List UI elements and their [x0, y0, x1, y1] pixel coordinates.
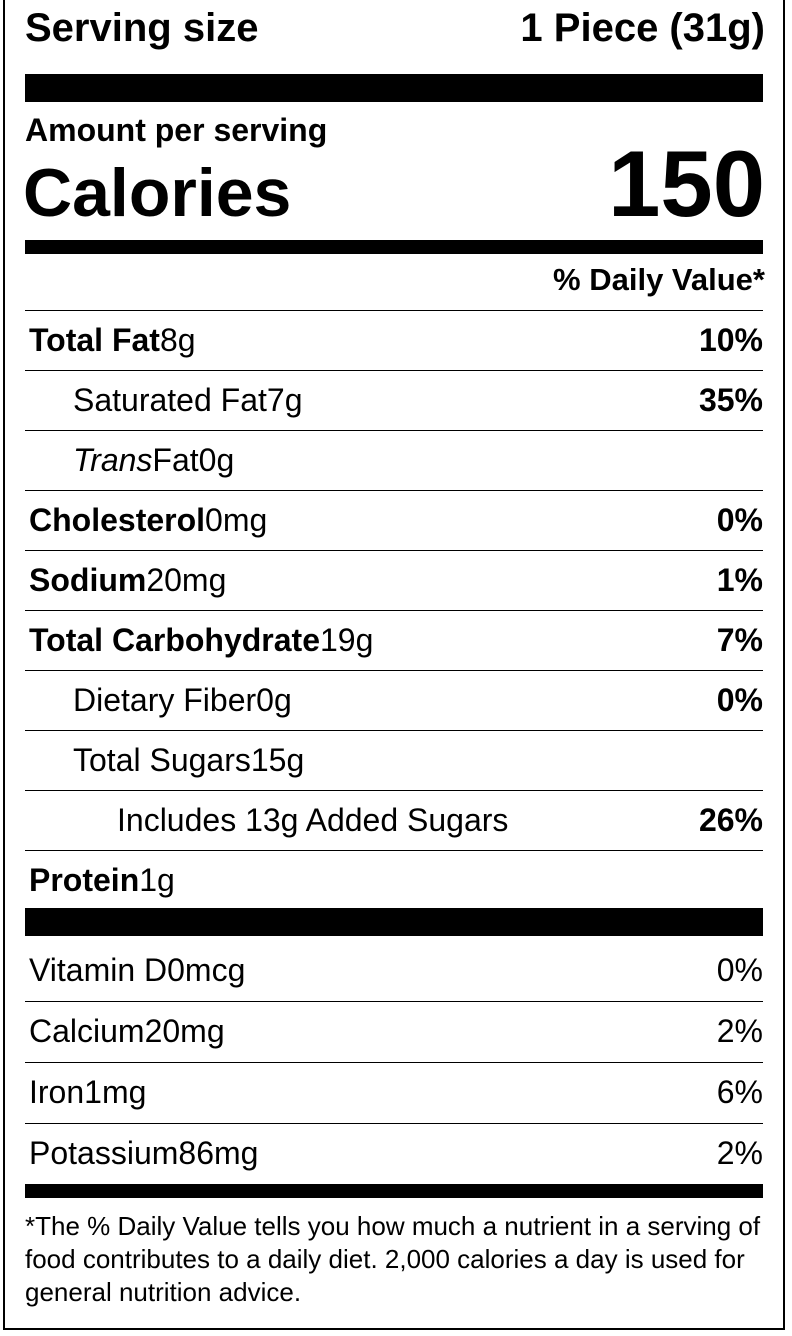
daily-value: 2% — [716, 1013, 763, 1049]
nutrient-name: Fat — [152, 442, 199, 478]
nutrient-row: Total Sugars 15g — [25, 730, 763, 790]
nutrient-amount: 20mg — [144, 1013, 225, 1049]
nutrition-label: Serving size 1 Piece (31g) Amount per se… — [3, 0, 785, 1330]
nutrient-row: Cholesterol 0mg 0% — [25, 490, 763, 550]
nutrient-row: Saturated Fat 7g 35% — [25, 370, 763, 430]
nutrient-name: Dietary Fiber — [73, 682, 257, 718]
nutrient-row: Protein 1g — [25, 850, 763, 910]
medium-rule — [25, 240, 763, 254]
nutrient-name: Vitamin D — [29, 951, 168, 988]
thick-rule — [25, 74, 763, 102]
nutrient-row: Iron 1mg 6% — [25, 1062, 763, 1122]
nutrient-amount: 1mg — [84, 1074, 147, 1110]
nutrient-row: Potassium 86mg 2% — [25, 1123, 763, 1183]
serving-label: Serving size — [25, 6, 259, 50]
nutrient-row: Total Fat 8g 10% — [25, 310, 763, 370]
daily-value: 7% — [716, 622, 763, 658]
nutrient-amount: 0mcg — [167, 951, 246, 988]
nutrient-row: Trans Fat 0g — [25, 430, 763, 490]
nutrient-amount: 15g — [250, 742, 305, 778]
nutrient-name: Protein — [29, 862, 140, 898]
nutrient-row: Vitamin D 0mcg 0% — [25, 940, 763, 1000]
daily-value: 0% — [716, 951, 763, 988]
nutrient-amount: 20mg — [146, 562, 227, 598]
nutrient-name: Includes 13g Added Sugars — [117, 802, 509, 838]
nutrient-name: Cholesterol — [29, 502, 206, 538]
nutrient-row: Sodium 20mg 1% — [25, 550, 763, 610]
nutrient-name: Calcium — [29, 1013, 145, 1049]
nutrient-name: Iron — [29, 1074, 85, 1110]
nutrient-amount: 19g — [320, 622, 374, 658]
nutrient-amount: 0mg — [205, 502, 268, 538]
amount-per-serving: Amount per serving — [25, 112, 328, 148]
nutrient-amount: 0g — [256, 682, 292, 718]
nutrient-name: Sodium — [29, 562, 147, 598]
footnote: *The % Daily Value tells you how much a … — [25, 1211, 761, 1307]
daily-value: 0% — [716, 682, 763, 718]
daily-value-heading: % Daily Value* — [553, 262, 765, 297]
nutrient-row: Includes 13g Added Sugars 26% — [25, 790, 763, 850]
daily-value: 26% — [698, 802, 763, 838]
nutrient-name-italic: Trans — [73, 442, 153, 478]
nutrient-name: Total Sugars — [73, 742, 251, 778]
nutrient-row: Calcium 20mg 2% — [25, 1001, 763, 1061]
daily-value: 10% — [698, 322, 763, 358]
nutrient-name: Potassium — [29, 1135, 179, 1171]
daily-value: 0% — [716, 502, 763, 538]
nutrient-amount: 1g — [139, 862, 175, 898]
nutrient-amount: 8g — [159, 322, 196, 358]
nutrient-name: Saturated Fat — [73, 382, 267, 418]
daily-value: 2% — [716, 1135, 763, 1171]
daily-value: 1% — [716, 562, 763, 598]
calories-label: Calories — [23, 155, 292, 231]
daily-value: 35% — [698, 382, 763, 418]
nutrient-name: Total Fat — [29, 322, 160, 358]
serving-value: 1 Piece (31g) — [520, 6, 765, 50]
thick-rule — [25, 908, 763, 936]
nutrient-row: Dietary Fiber 0g 0% — [25, 670, 763, 730]
nutrient-amount: 7g — [266, 382, 303, 418]
daily-value: 6% — [716, 1074, 763, 1110]
nutrient-amount: 0g — [198, 442, 235, 478]
medium-rule — [25, 1184, 763, 1198]
nutrient-name: Total Carbohydrate — [29, 622, 320, 658]
nutrient-row: Total Carbohydrate 19g 7% — [25, 610, 763, 670]
nutrient-amount: 86mg — [178, 1135, 259, 1171]
calories-value: 150 — [608, 131, 765, 236]
